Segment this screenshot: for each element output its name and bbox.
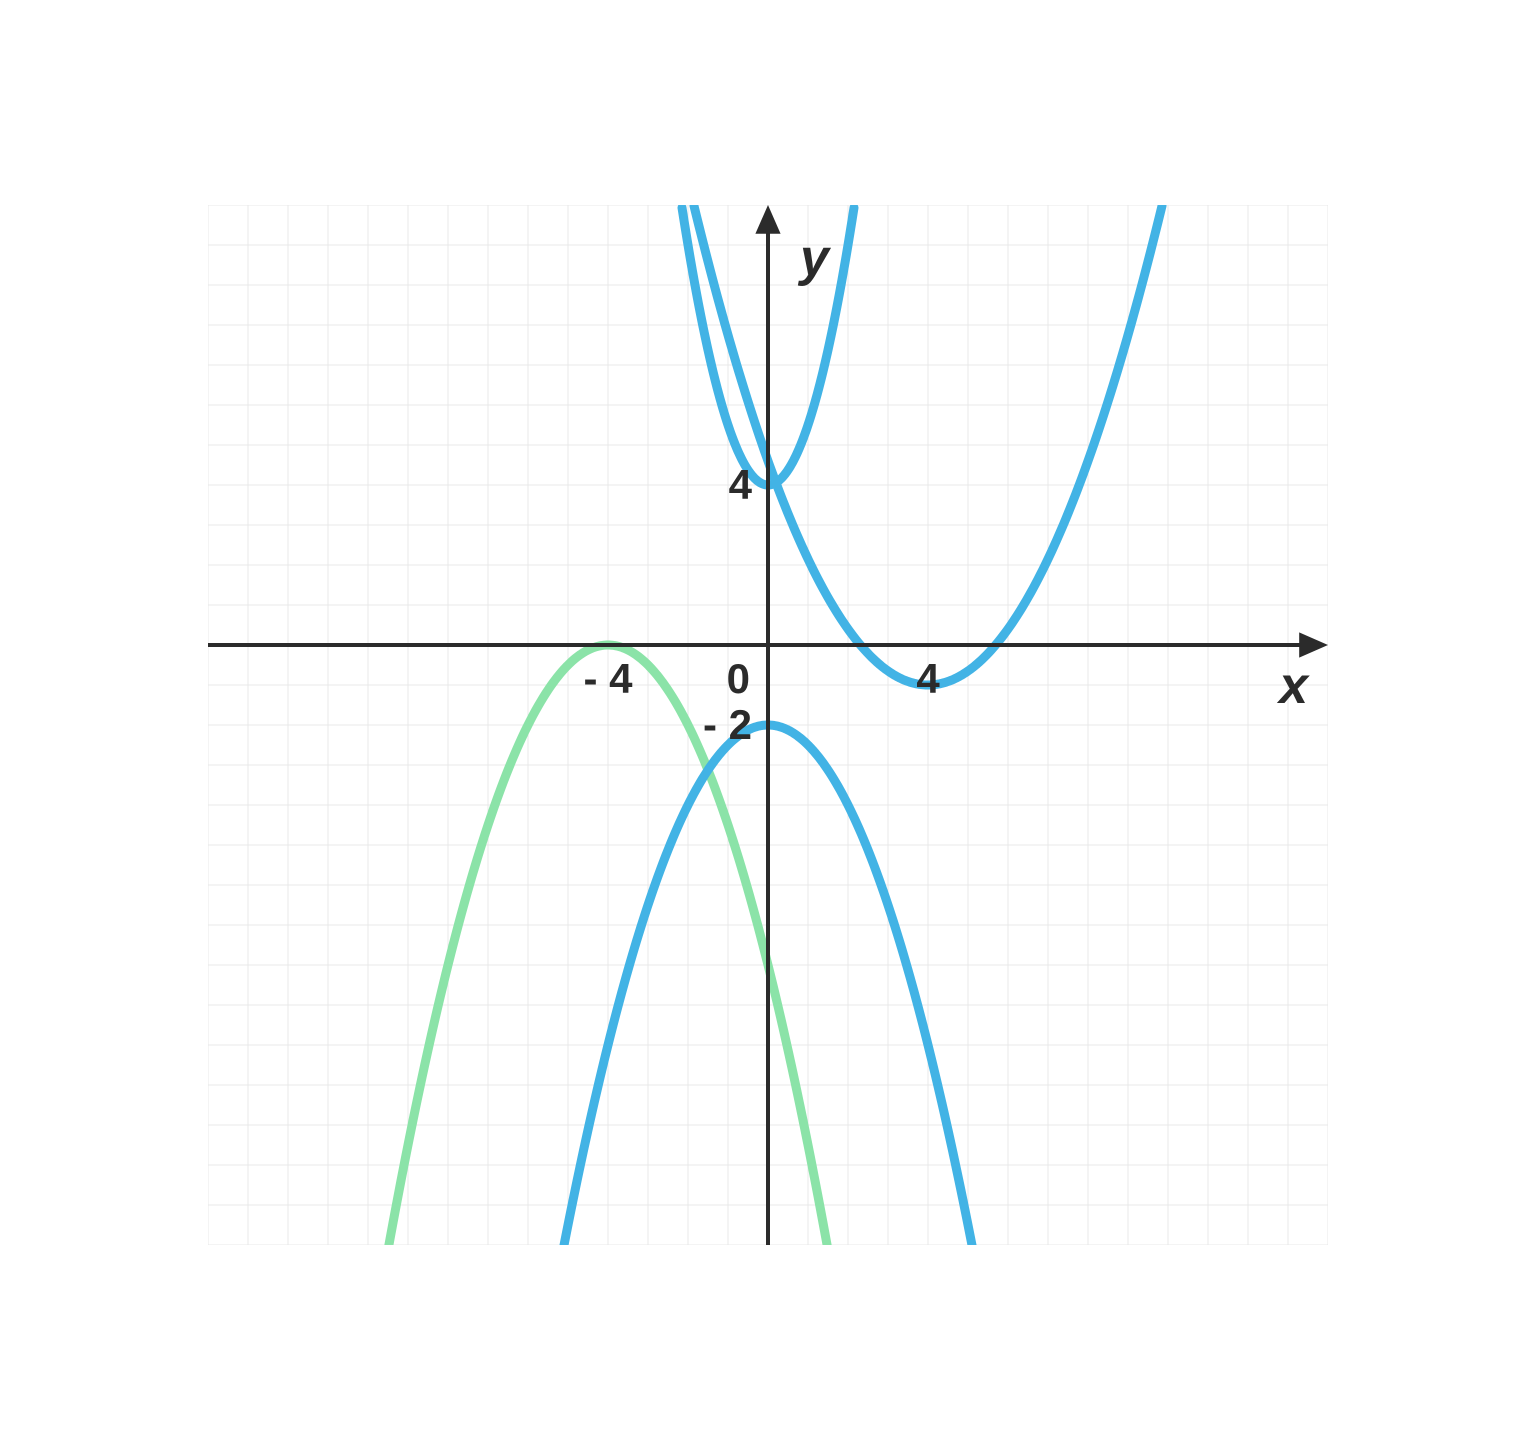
y-axis-label: y <box>797 229 832 287</box>
y-axis-arrow <box>755 205 780 234</box>
y-tick-label: 4 <box>729 461 753 508</box>
y-tick-label: - 2 <box>703 701 752 748</box>
origin-label: 0 <box>727 655 750 702</box>
labels: x y 0 - 4 4 4 - 2 <box>583 229 1310 748</box>
x-axis-label: x <box>1276 657 1310 715</box>
x-tick-label: - 4 <box>583 655 633 702</box>
parabola-chart: x y 0 - 4 4 4 - 2 <box>208 205 1328 1245</box>
chart-svg: x y 0 - 4 4 4 - 2 <box>208 205 1328 1245</box>
x-tick-label: 4 <box>916 655 940 702</box>
x-axis-arrow <box>1299 632 1328 657</box>
